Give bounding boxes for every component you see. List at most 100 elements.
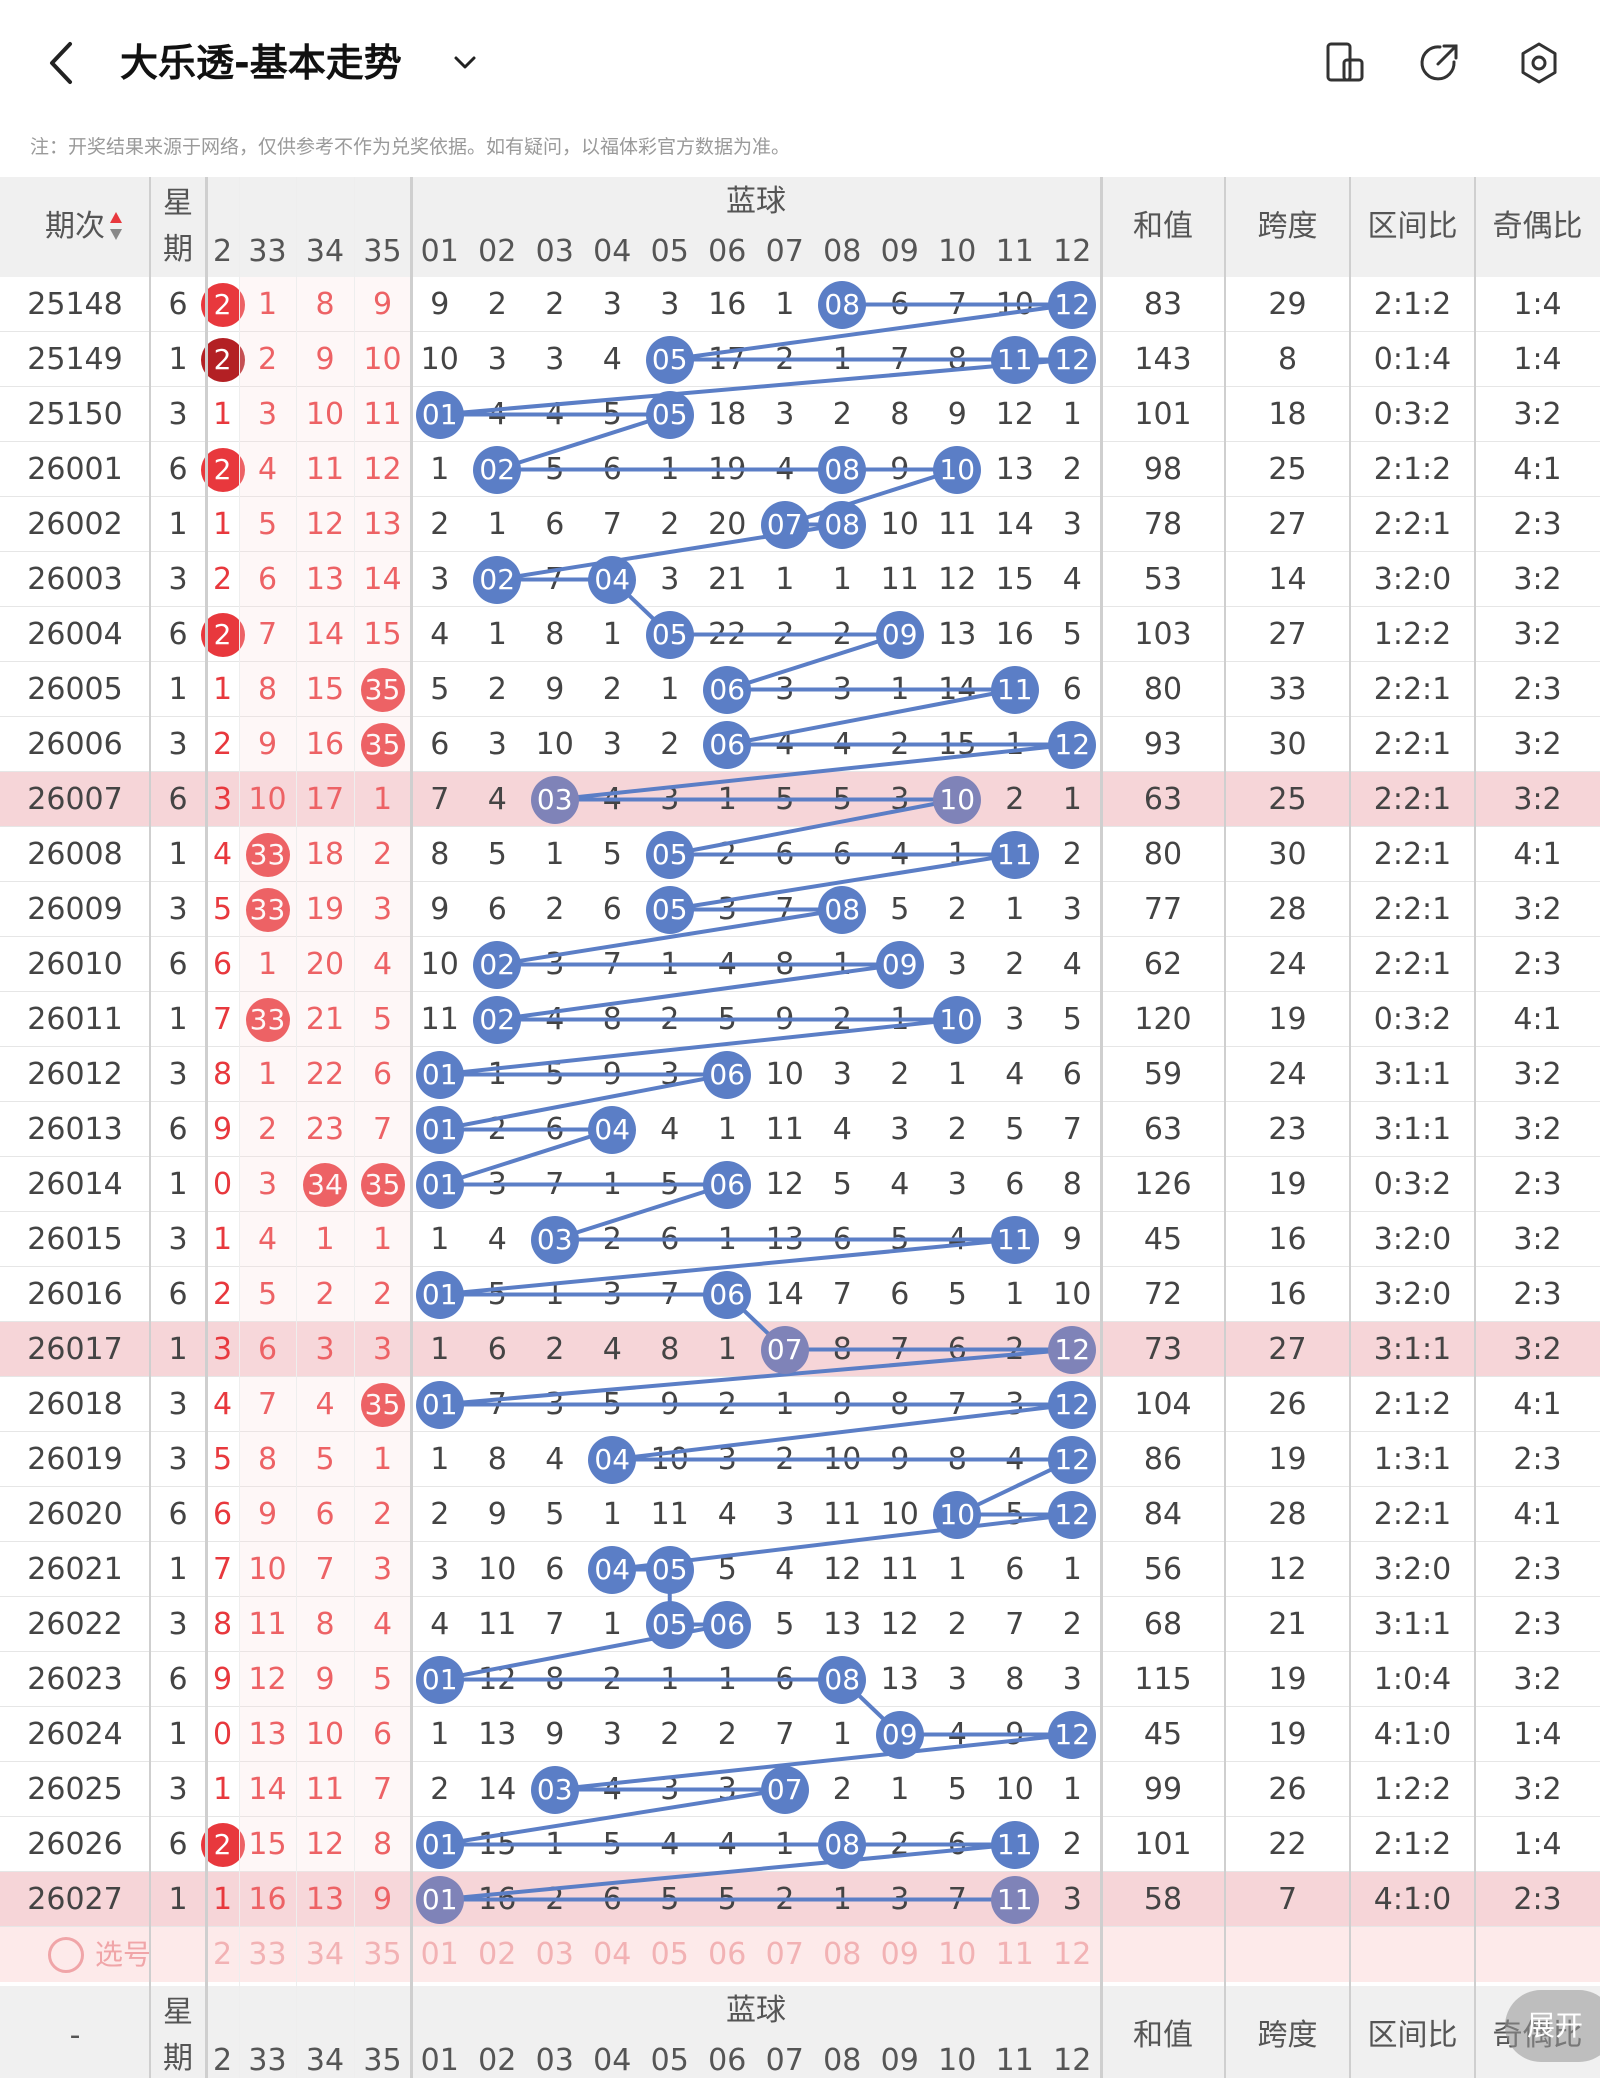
span-cell: 14 xyxy=(1268,562,1307,597)
weekday-cell: 3 xyxy=(168,1607,188,1642)
blue-cell: 3 xyxy=(775,397,795,432)
front-cell: 1 xyxy=(372,1222,393,1257)
trend-line-segment xyxy=(496,907,843,967)
period-cell: 26019 xyxy=(27,1442,123,1477)
front-cell: 13 xyxy=(305,1882,345,1917)
front-cell: 1 xyxy=(212,1222,233,1257)
header-blue-col: 02 xyxy=(478,234,517,269)
blue-cell: 8 xyxy=(430,837,450,872)
sum-cell: 101 xyxy=(1134,397,1192,432)
front-cell: 2 xyxy=(372,1277,393,1312)
chevron-down-icon[interactable] xyxy=(448,48,482,78)
front-cell: 8 xyxy=(257,1442,278,1477)
zone-cell: 0:1:4 xyxy=(1373,342,1452,377)
sum-cell: 63 xyxy=(1143,1112,1183,1147)
front-cell: 11 xyxy=(305,1772,345,1807)
blue-cell: 21 xyxy=(708,562,747,597)
trend-line-segment xyxy=(669,302,1073,362)
front-cell: 4 xyxy=(257,452,278,487)
front-cell: 4 xyxy=(257,1222,278,1257)
weekday-cell: 3 xyxy=(168,1057,188,1092)
blue-cell: 2 xyxy=(1005,782,1025,817)
front-cell: 1 xyxy=(257,287,278,322)
zone-cell: 4:1:0 xyxy=(1373,1882,1452,1917)
front-cell: 8 xyxy=(315,287,335,322)
blue-cell: 13 xyxy=(880,1662,919,1697)
period-cell: 26018 xyxy=(27,1387,123,1422)
front-cell: 10 xyxy=(305,1717,345,1752)
span-cell: 26 xyxy=(1268,1772,1307,1807)
zone-cell: 3:2:0 xyxy=(1373,1277,1452,1312)
blue-cell: 12 xyxy=(823,1552,862,1587)
oddeven-cell: 2:3 xyxy=(1513,947,1562,982)
table-row xyxy=(0,387,1600,442)
oddeven-cell: 3:2 xyxy=(1513,782,1562,817)
period-cell: 26020 xyxy=(27,1497,123,1532)
span-cell: 19 xyxy=(1268,1717,1307,1752)
settings-icon[interactable] xyxy=(1516,40,1562,86)
front-cell: 13 xyxy=(248,1717,287,1752)
blue-cell: 8 xyxy=(1005,1662,1025,1697)
blue-ball: 02 xyxy=(473,555,522,604)
front-cell: 1 xyxy=(257,947,278,982)
blue-ball: 05 xyxy=(645,610,694,659)
blue-ball: 12 xyxy=(1048,1435,1097,1484)
blue-cell: 20 xyxy=(708,507,747,542)
blue-ball: 07 xyxy=(760,500,809,549)
blue-cell: 3 xyxy=(430,1552,450,1587)
header-oddeven: 奇偶比 xyxy=(1492,209,1583,244)
zone-cell: 1:2:2 xyxy=(1373,617,1452,652)
sum-cell: 77 xyxy=(1143,892,1183,927)
header-front-col: 34 xyxy=(305,234,345,269)
blue-cell: 2 xyxy=(832,1772,852,1807)
pick-radio[interactable] xyxy=(48,1937,84,1973)
front-cell: 5 xyxy=(212,1442,233,1477)
blue-cell: 4 xyxy=(1062,947,1082,982)
trend-line-segment xyxy=(439,1017,958,1077)
page-title[interactable]: 大乐透-基本走势 xyxy=(120,41,402,85)
front-cell: 8 xyxy=(372,1827,393,1862)
blue-cell: 3 xyxy=(947,947,967,982)
front-cell: 10 xyxy=(248,782,287,817)
period-cell: 26001 xyxy=(27,452,123,487)
column-divider xyxy=(410,177,413,2078)
blue-cell: 10 xyxy=(995,1772,1034,1807)
pick-blue: 07 xyxy=(765,1937,804,1972)
blue-cell: 5 xyxy=(947,1277,967,1312)
blue-cell: 6 xyxy=(890,1277,910,1312)
weekday-cell: 1 xyxy=(168,507,188,542)
blue-ball: 11 xyxy=(990,1820,1039,1869)
back-arrow-icon[interactable] xyxy=(40,38,84,88)
front-cell: 5 xyxy=(257,1277,278,1312)
blue-cell: 11 xyxy=(938,507,977,542)
column-divider xyxy=(239,177,240,2078)
blue-cell: 16 xyxy=(708,287,747,322)
column-divider xyxy=(205,177,208,2078)
blue-cell: 10 xyxy=(420,947,459,982)
front-cell: 1 xyxy=(212,507,233,542)
pick-blue: 11 xyxy=(995,1937,1034,1972)
blue-ball: 08 xyxy=(818,1655,867,1704)
period-cell: 26024 xyxy=(27,1717,123,1752)
phone-rotate-icon[interactable] xyxy=(1322,40,1368,86)
blue-cell: 2 xyxy=(1062,452,1082,487)
expand-button[interactable]: 展开 xyxy=(1505,1990,1600,2062)
sum-cell: 99 xyxy=(1143,1772,1183,1807)
blue-cell: 1 xyxy=(487,617,507,652)
blue-ball: 12 xyxy=(1048,1490,1097,1539)
span-cell: 24 xyxy=(1268,1057,1307,1092)
share-icon[interactable] xyxy=(1416,40,1462,86)
blue-cell: 2 xyxy=(717,1717,737,1752)
blue-ball: 02 xyxy=(473,445,522,494)
sort-icon[interactable] xyxy=(108,210,124,244)
blue-ball: 02 xyxy=(473,995,522,1044)
front-cell: 13 xyxy=(363,507,402,542)
blue-cell: 2 xyxy=(1062,837,1082,872)
footer-blue-col: 12 xyxy=(1053,2043,1092,2078)
oddeven-cell: 2:3 xyxy=(1513,507,1562,542)
blue-cell: 3 xyxy=(1062,1662,1082,1697)
footer-blue-col: 02 xyxy=(478,2043,517,2078)
sum-cell: 45 xyxy=(1143,1222,1183,1257)
blue-cell: 1 xyxy=(775,562,795,597)
footer-zone: 区间比 xyxy=(1367,2018,1458,2053)
